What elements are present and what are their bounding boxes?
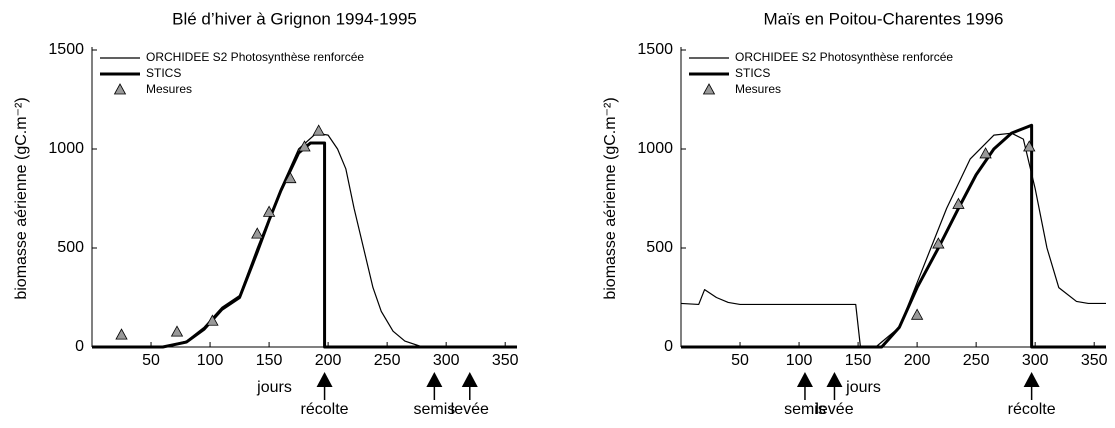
x-axis-label: jours (845, 379, 881, 396)
legend-label: ORCHIDEE S2 Photosynthèse renforcée (146, 50, 364, 64)
x-tick-label: 50 (731, 352, 749, 369)
y-tick-label: 500 (57, 239, 84, 256)
data-point (170, 325, 184, 337)
annotation-label: semis (413, 401, 455, 418)
x-axis-label: jours (256, 379, 292, 396)
data-line (681, 123, 1106, 349)
y-tick-label: 1500 (637, 41, 673, 58)
annotation-label: levée (451, 401, 489, 418)
data-point (206, 314, 219, 326)
data-point (251, 227, 264, 239)
y-axis-label: biomasse aérienne (gC.m⁻²) (602, 97, 619, 299)
x-tick-label: 250 (374, 352, 401, 369)
legend-label: STICS (146, 66, 181, 80)
annotation-label: semis (784, 401, 826, 418)
x-tick-label: 50 (142, 352, 160, 369)
x-tick-label: 300 (1022, 352, 1049, 369)
x-tick-label: 100 (197, 352, 224, 369)
x-tick-label: 350 (1081, 352, 1108, 369)
annotation-arrow (796, 372, 813, 387)
y-tick-label: 0 (75, 338, 84, 355)
annotation-arrow (461, 372, 478, 387)
x-tick-label: 350 (492, 352, 519, 369)
data-point (284, 171, 297, 184)
annotation-label: récolte (1008, 401, 1056, 418)
data-point (1023, 140, 1036, 152)
data-point (115, 328, 128, 340)
y-tick-label: 0 (664, 338, 673, 355)
x-tick-label: 200 (904, 352, 931, 369)
data-point (262, 205, 276, 217)
legend-label: STICS (735, 66, 770, 80)
annotation-arrow (1023, 372, 1040, 387)
data-line (92, 132, 517, 348)
x-tick-label: 250 (963, 352, 990, 369)
y-tick-label: 1500 (48, 41, 84, 58)
annotation-label: récolte (301, 401, 349, 418)
data-point (298, 140, 311, 152)
data-point (312, 124, 325, 136)
x-tick-label: 100 (786, 352, 813, 369)
legend-label: Mesures (146, 82, 192, 96)
y-tick-label: 500 (646, 239, 673, 256)
data-point (952, 197, 965, 209)
x-tick-label: 200 (315, 352, 342, 369)
annotation-arrow (316, 372, 333, 387)
annotation-arrow (826, 372, 843, 387)
data-point (979, 147, 992, 159)
data-line (92, 141, 517, 349)
x-tick-label: 150 (845, 352, 872, 369)
legend-label: ORCHIDEE S2 Photosynthèse renforcée (735, 50, 953, 64)
legend-label: Mesures (735, 82, 781, 96)
annotation-label: levée (815, 401, 853, 418)
data-line (680, 132, 1106, 348)
chart-title: Maïs en Poitou-Charentes 1996 (763, 9, 1003, 28)
x-tick-label: 150 (256, 352, 283, 369)
chart-title: Blé d’hiver à Grignon 1994-1995 (172, 9, 417, 28)
y-tick-label: 1000 (48, 140, 84, 157)
legend-swatch (702, 83, 716, 95)
annotation-arrow (426, 372, 443, 387)
data-point (910, 308, 924, 320)
x-tick-label: 300 (433, 352, 460, 369)
y-axis-label: biomasse aérienne (gC.m⁻²) (13, 97, 30, 299)
y-tick-label: 1000 (637, 140, 673, 157)
data-point (932, 237, 945, 249)
legend-swatch (113, 83, 127, 95)
